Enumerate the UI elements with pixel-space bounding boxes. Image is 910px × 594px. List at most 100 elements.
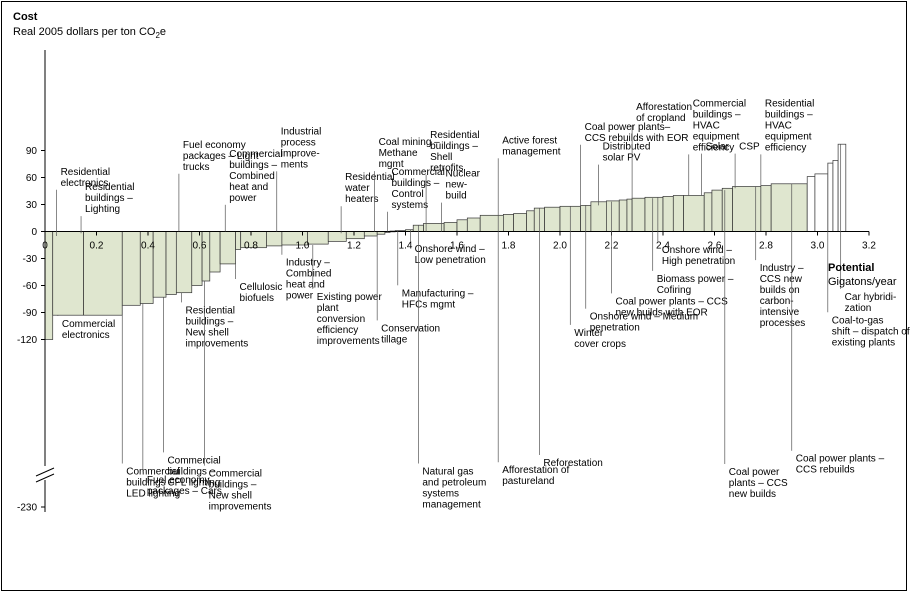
annotation-label-18: Commercial electronics [62, 319, 115, 341]
annotation-label-36: Biomass power – Cofiring [657, 274, 734, 296]
y-tick-label: 60 [26, 173, 38, 184]
annotation-label-29: Manufacturing – HFCs mgmt [402, 288, 474, 310]
bar-14 [266, 231, 283, 247]
annotation-label-1: Residential buildings – Lighting [85, 182, 134, 215]
y-tick-label: -230 [17, 503, 37, 514]
x-tick-label: 1.8 [502, 241, 516, 252]
bar-27 [443, 222, 458, 232]
bar-44 [662, 196, 674, 232]
annotation-label-27: Conservation tillage [381, 323, 440, 345]
bar-50 [732, 186, 762, 232]
annotation-label-24: Cellulosic biofuels [240, 282, 283, 304]
bar-7 [175, 231, 193, 294]
x-tick-label: 0 [42, 241, 48, 252]
chart-title: Cost [13, 11, 38, 23]
x-tick-label: 2.4 [656, 241, 670, 252]
bar-28 [456, 219, 468, 232]
bar-54 [814, 173, 829, 232]
annotation-label-0: Residential electronics [61, 167, 110, 189]
annotation-label-9: Nuclear new-build [446, 169, 481, 202]
y-tick-label: 30 [26, 200, 38, 211]
bar-38 [590, 201, 607, 232]
annotation-label-22: Residential buildings – New shell improveme… [185, 305, 248, 349]
annotation-label-2: Fuel economy packages – Light trucks [183, 140, 259, 173]
bar-31 [503, 214, 515, 232]
annotation-label-4: Industrial process improve-ments [281, 126, 322, 170]
x-tick-label: 2.8 [759, 241, 773, 252]
annotation-label-19: Commercial buildings – LED lighting [126, 467, 180, 500]
annotation-label-7: Commercial buildings – Control systems [391, 167, 444, 211]
bar-3 [121, 231, 141, 306]
x-axis-unit: Gigatons/year [828, 276, 897, 288]
annotation-label-6: Coal mining – Methane mgmt [379, 137, 441, 170]
y-axis-break-mark [35, 467, 55, 477]
bar-42 [631, 197, 646, 232]
annotation-label-20: Fuel economy packages – Cars [147, 475, 222, 497]
x-tick-label: 1.4 [399, 241, 413, 252]
bar-56 [832, 160, 839, 232]
annotation-label-32: Reforestation [543, 458, 602, 469]
annotation-label-17: Residential buildings – HVAC equipment effic… [765, 98, 814, 153]
annotation-label-38: Industry – CCS new builds on carbon-intensi… [760, 263, 806, 329]
annotation-label-23: Commercial buildings – New shell improvemen… [209, 469, 272, 513]
annotation-label-5: Residential water heaters [344, 172, 394, 205]
bar-9 [201, 231, 211, 282]
y-axis-break-mark [35, 473, 55, 483]
annotation-label-10: Active forest management [502, 135, 561, 157]
y-axis-label-subscript: 2 [155, 31, 160, 40]
annotation-label-28: Onshore wind – Low penetration [415, 244, 486, 266]
bar-43 [644, 196, 664, 232]
annotation-label-33: Winter cover crops [574, 328, 626, 350]
annotation-label-14: Commercial buildings – HVAC equipment effici… [693, 98, 746, 153]
bar-26 [423, 223, 445, 232]
bar-48 [711, 189, 723, 232]
x-tick-label: 1.6 [450, 241, 464, 252]
bar-19 [363, 231, 378, 237]
bar-47 [703, 192, 713, 232]
x-tick-label: 2.6 [708, 241, 722, 252]
y-tick-label: -30 [23, 254, 38, 265]
annotation-label-11: Coal power plants– CCS rebuilds with EOR [585, 122, 689, 144]
bar-57 [837, 143, 847, 232]
annotation-label-13: Afforestation of cropland [636, 102, 692, 124]
annotation-label-42: Coal-to-gas shift – dispatch of existing p… [832, 315, 910, 348]
annotation-label-40: Coal power plants – CCS rebuilds [796, 454, 885, 476]
annotation-label-37: Onshore wind – High penetration [662, 245, 735, 267]
annotation-label-34: Onshore wind – Medium penetration [590, 312, 698, 334]
bar-45 [672, 195, 684, 232]
x-tick-label: 3.0 [811, 241, 825, 252]
bar-10 [209, 231, 221, 273]
bar-33 [526, 210, 535, 232]
annotation-label-8: Residential buildings – Shell retrofits [430, 130, 479, 174]
x-tick-label: 0.2 [90, 241, 104, 252]
bar-17 [327, 231, 347, 242]
bar-1 [52, 231, 84, 316]
annotation-label-35: Coal power plants – CCS new builds with E… [616, 296, 729, 318]
bar-39 [605, 200, 620, 232]
x-tick-label: 0.6 [193, 241, 207, 252]
bar-6 [165, 231, 177, 295]
bar-51 [760, 185, 772, 232]
annotation-label-21: Commercial buildings – CFL lighting [167, 455, 220, 488]
annotation-label-15: Solar [706, 142, 730, 153]
x-tick-label: 0.4 [141, 241, 155, 252]
annotation-label-3: Commercial buildings – Combined heat and pow… [229, 149, 282, 204]
bar-52 [770, 183, 808, 232]
x-tick-label: 0.8 [244, 241, 258, 252]
bar-35 [544, 206, 561, 232]
y-tick-label: 90 [26, 146, 38, 157]
annotation-label-39: Coal power plants – CCS new builds [729, 467, 788, 500]
y-tick-label: -120 [17, 335, 37, 346]
bar-32 [513, 213, 527, 232]
bar-18 [345, 231, 365, 240]
bar-12 [235, 231, 242, 250]
annotation-label-26: Existing power plant conversion efficiency i… [317, 292, 383, 347]
bar-55 [827, 162, 834, 232]
bar-46 [683, 195, 705, 232]
x-tick-label: 3.2 [862, 241, 876, 252]
x-tick-label: 2.0 [553, 241, 567, 252]
x-tick-label: 1.0 [296, 241, 310, 252]
